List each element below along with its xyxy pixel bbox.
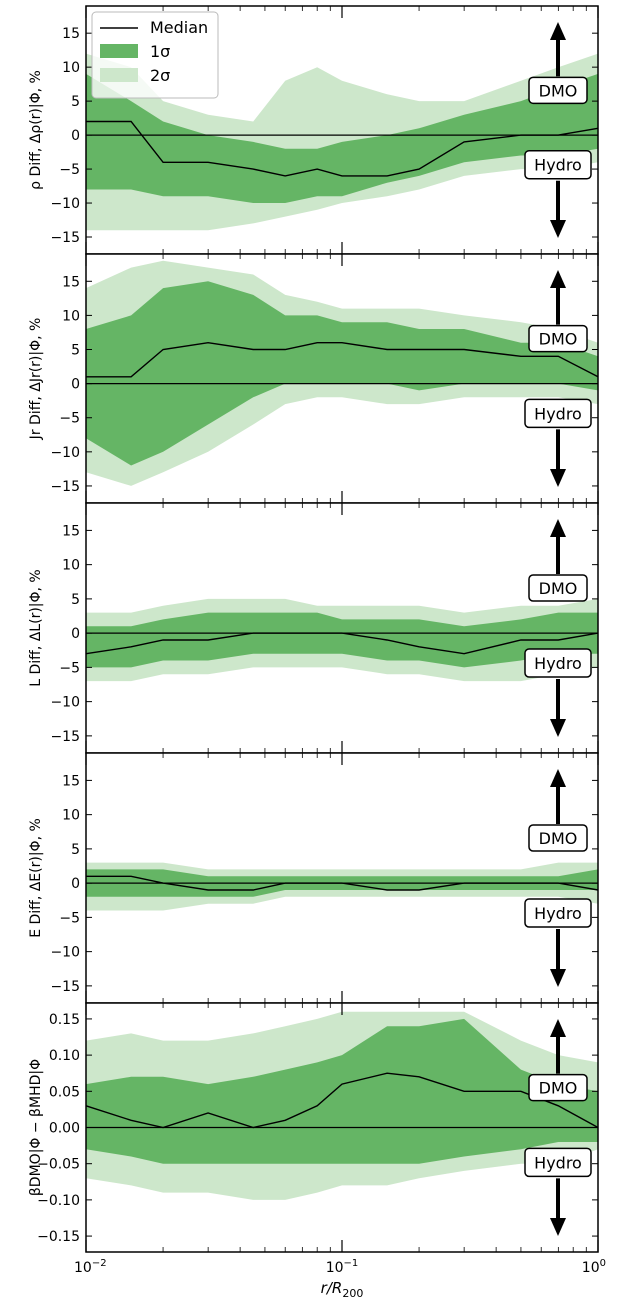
arrow-up-icon bbox=[550, 519, 566, 537]
panel-2: DMO Hydro 15 10 5 0 −5 −10 −15 Jr Diff, ΔJr(r)|Φ,… bbox=[28, 253, 599, 504]
arrow-down-icon bbox=[550, 719, 566, 737]
y-axis-label: Jr Diff, ΔJr(r)|Φ, % bbox=[28, 318, 44, 441]
panel-5: DMO Hydro 0.15 0.10 0.05 0.00 −0.05 −0.10 −0.15 β… bbox=[28, 1002, 599, 1253]
arrow-up-icon bbox=[550, 769, 566, 787]
arrow-down-icon bbox=[550, 1218, 566, 1236]
band-1sigma bbox=[86, 612, 598, 668]
y-tick-label: 5 bbox=[71, 592, 80, 608]
y-tick-label: −5 bbox=[59, 162, 80, 178]
hydro-label-box bbox=[524, 398, 592, 429]
y-tick-label: −15 bbox=[50, 479, 80, 495]
y-tick-label: 5 bbox=[71, 343, 80, 359]
y-tick-label: −0.15 bbox=[37, 1229, 80, 1245]
y-tick-label: 0 bbox=[71, 876, 80, 892]
legend: Median 1σ 2σ bbox=[91, 11, 219, 99]
arrow-down-icon bbox=[550, 969, 566, 987]
panel-3: DMO Hydro 15 10 5 0 −5 −10 −15 L Diff, ΔL(r)|Φ, % bbox=[28, 502, 599, 754]
y-tick-label: 0.15 bbox=[49, 1012, 80, 1028]
legend-1sigma-swatch bbox=[100, 44, 138, 58]
y-axis-label: L Diff, ΔL(r)|Φ, % bbox=[28, 569, 44, 686]
x-tick-label: 100 bbox=[582, 1258, 606, 1276]
legend-median-label: Median bbox=[150, 18, 208, 37]
y-axis-label: E Diff, ΔE(r)|Φ, % bbox=[28, 818, 44, 938]
y-tick-label: 15 bbox=[62, 274, 80, 290]
arrow-down-icon bbox=[550, 469, 566, 487]
band-1sigma bbox=[86, 73, 598, 204]
y-axis-label: ρ Diff, Δρ(r)|Φ, % bbox=[28, 70, 44, 190]
median-line bbox=[86, 120, 599, 177]
legend-1sigma-label: 1σ bbox=[150, 42, 170, 61]
dmo-label-box bbox=[528, 324, 588, 353]
dmo-label: DMO bbox=[539, 81, 578, 100]
hydro-label: Hydro bbox=[534, 904, 582, 923]
y-tick-label: 0 bbox=[71, 128, 80, 144]
hydro-label-box bbox=[524, 898, 592, 928]
y-tick-label: −0.10 bbox=[37, 1193, 80, 1209]
hydro-label-box bbox=[524, 1147, 592, 1178]
y-tick-label: −5 bbox=[59, 411, 80, 427]
hydro-label-box bbox=[524, 149, 592, 180]
y-tick-label: 10 bbox=[62, 808, 80, 824]
dmo-label: DMO bbox=[539, 330, 578, 349]
dmo-label-box bbox=[528, 76, 588, 105]
y-tick-label: −5 bbox=[59, 910, 80, 926]
x-axis-label: r/R200 bbox=[321, 1279, 364, 1298]
median-line bbox=[85, 1072, 599, 1129]
median-line bbox=[86, 875, 599, 891]
y-tick-label: 0.10 bbox=[49, 1048, 80, 1064]
y-tick-label: −10 bbox=[50, 445, 80, 461]
x-tick-label: 10−2 bbox=[74, 1258, 107, 1276]
arrow-up-icon bbox=[550, 22, 566, 40]
y-tick-label: 0.00 bbox=[49, 1121, 80, 1137]
panel-1: DMO Hydro 15 10 5 0 −5 −10 −15 ρ Diff, Δρ(r)|Φ, % bbox=[28, 5, 599, 255]
y-tick-label: 10 bbox=[62, 60, 80, 76]
legend-2sigma-swatch bbox=[100, 68, 138, 82]
arrow-down-icon bbox=[550, 220, 566, 238]
dmo-label: DMO bbox=[539, 1079, 578, 1098]
y-tick-label: −15 bbox=[50, 729, 80, 745]
dmo-label-box bbox=[528, 574, 588, 602]
y-tick-label: −0.05 bbox=[37, 1157, 80, 1173]
y-axis-label: βDMO|Φ − βMHD|Φ bbox=[28, 1059, 44, 1196]
y-tick-label: −10 bbox=[50, 945, 80, 961]
hydro-label: Hydro bbox=[534, 156, 582, 175]
y-tick-label: 0 bbox=[71, 377, 80, 393]
hydro-label: Hydro bbox=[534, 654, 582, 673]
dmo-label-box bbox=[528, 824, 588, 852]
y-tick-label: −5 bbox=[59, 660, 80, 676]
dmo-label-box bbox=[528, 1073, 588, 1102]
dmo-label: DMO bbox=[539, 829, 578, 848]
panel-4: DMO Hydro 15 10 5 0 −5 −10 −15 E Diff, ΔE(r)|Φ, % bbox=[28, 752, 599, 1004]
y-tick-label: 15 bbox=[62, 773, 80, 789]
arrow-up-icon bbox=[550, 1019, 566, 1037]
hydro-label: Hydro bbox=[534, 404, 582, 423]
hydro-label: Hydro bbox=[534, 1153, 582, 1172]
y-tick-label: 5 bbox=[71, 94, 80, 110]
y-tick-label: 0.05 bbox=[49, 1084, 80, 1100]
median-line bbox=[86, 341, 599, 378]
y-tick-label: 15 bbox=[62, 26, 80, 42]
y-tick-label: −15 bbox=[50, 230, 80, 246]
y-tick-label: −15 bbox=[50, 979, 80, 995]
arrow-up-icon bbox=[550, 270, 566, 288]
dmo-label: DMO bbox=[539, 579, 578, 598]
hydro-label-box bbox=[524, 648, 592, 678]
y-tick-label: 10 bbox=[62, 308, 80, 324]
y-tick-label: 10 bbox=[62, 558, 80, 574]
y-tick-label: 15 bbox=[62, 523, 80, 539]
y-tick-label: 0 bbox=[71, 626, 80, 642]
y-tick-label: −10 bbox=[50, 695, 80, 711]
band-1sigma bbox=[86, 281, 598, 466]
y-tick-label: 5 bbox=[71, 842, 80, 858]
x-tick-label: 10−1 bbox=[326, 1258, 359, 1276]
y-tick-label: −10 bbox=[50, 196, 80, 212]
median-line bbox=[85, 632, 599, 655]
legend-2sigma-label: 2σ bbox=[150, 66, 170, 85]
